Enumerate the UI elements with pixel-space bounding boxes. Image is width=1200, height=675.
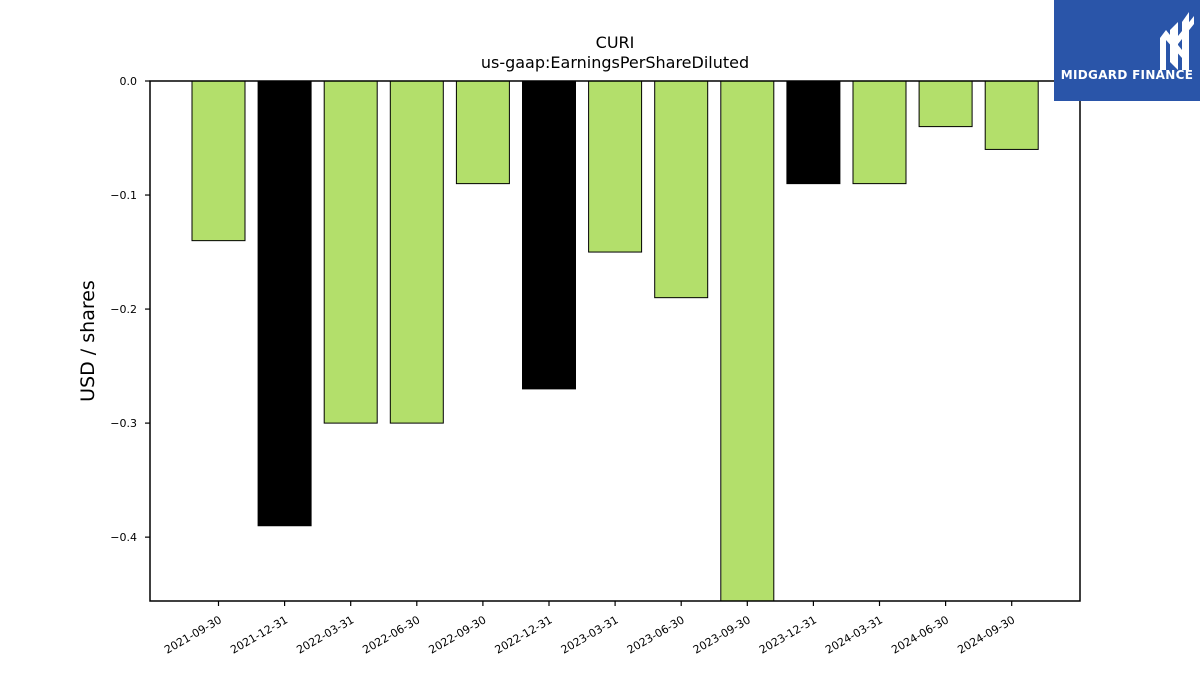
x-tick-label: 2023-06-30 <box>625 613 687 656</box>
bar-2021-12-31 <box>257 80 312 527</box>
chart-subtitle: us-gaap:EarningsPerShareDiluted <box>481 53 749 72</box>
bar-2021-09-30 <box>191 80 246 242</box>
x-tick-label: 2024-09-30 <box>955 613 1017 656</box>
x-tick-label: 2023-03-31 <box>559 613 621 656</box>
bar-2023-09-30 <box>720 80 775 602</box>
x-tick-label: 2023-12-31 <box>757 613 819 656</box>
x-tick-label: 2023-09-30 <box>691 613 753 656</box>
bar-2024-03-31 <box>852 80 907 185</box>
bar-2024-09-30 <box>984 80 1039 150</box>
y-tick-label: 0.0 <box>120 75 138 88</box>
bar-2022-03-31 <box>323 80 378 424</box>
bar-2024-06-30 <box>918 80 973 128</box>
x-tick-label: 2022-03-31 <box>294 613 356 656</box>
y-axis-label: USD / shares <box>77 280 99 402</box>
x-tick-label: 2024-06-30 <box>889 613 951 656</box>
x-tick-label: 2022-06-30 <box>360 613 422 656</box>
midgard-finance-logo: MIDGARD FINANCE <box>1054 0 1200 101</box>
y-tick-label: −0.1 <box>110 189 137 202</box>
logo-text: MIDGARD FINANCE <box>1060 68 1194 82</box>
bar-2023-03-31 <box>588 80 643 253</box>
bars-group <box>191 80 1039 602</box>
x-tick-label: 2022-09-30 <box>427 613 489 656</box>
midgard-logo-icon <box>1160 12 1194 70</box>
y-tick-label: −0.4 <box>110 531 137 544</box>
x-tick-label: 2022-12-31 <box>493 613 555 656</box>
bar-2022-09-30 <box>455 80 510 185</box>
bar-2022-06-30 <box>389 80 444 424</box>
y-tick-label: −0.2 <box>110 303 137 316</box>
y-tick-label: −0.3 <box>110 417 137 430</box>
x-tick-label: 2021-09-30 <box>162 613 224 656</box>
x-tick-label: 2024-03-31 <box>823 613 885 656</box>
x-tick-label: 2021-12-31 <box>228 613 290 656</box>
bar-2023-12-31 <box>786 80 841 185</box>
bar-2023-06-30 <box>654 80 709 299</box>
chart-title: CURI <box>596 33 635 52</box>
bar-2022-12-31 <box>522 80 576 390</box>
